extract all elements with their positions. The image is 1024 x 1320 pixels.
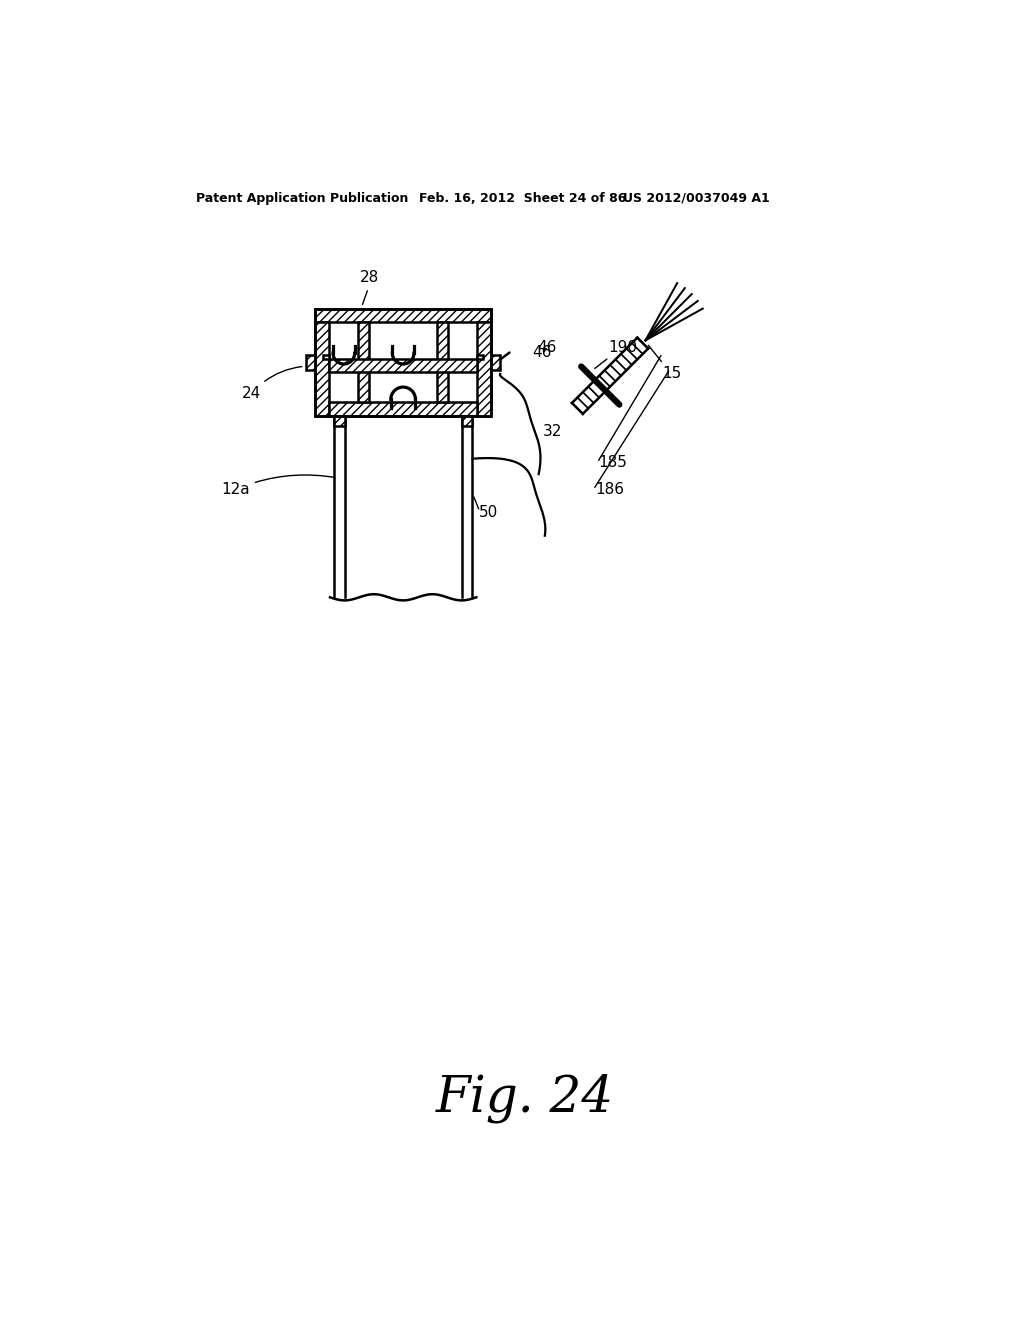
Bar — [330, 322, 358, 359]
Text: Patent Application Publication: Patent Application Publication — [196, 191, 409, 205]
Bar — [315, 309, 490, 416]
Bar — [477, 355, 483, 359]
Bar — [358, 322, 370, 403]
Bar — [370, 322, 437, 359]
Bar — [462, 416, 472, 425]
Text: 185: 185 — [599, 455, 628, 470]
Text: 46: 46 — [538, 339, 556, 355]
Text: 15: 15 — [648, 346, 681, 381]
Bar — [330, 372, 477, 403]
Text: Fig. 24: Fig. 24 — [435, 1073, 614, 1122]
Text: 50: 50 — [478, 506, 498, 520]
Text: US 2012/0037049 A1: US 2012/0037049 A1 — [624, 191, 770, 205]
Text: 28: 28 — [359, 271, 379, 305]
Bar — [306, 355, 315, 370]
Text: 190: 190 — [595, 339, 637, 368]
Bar — [437, 322, 447, 403]
Bar — [330, 359, 477, 372]
Text: 12a: 12a — [221, 475, 335, 498]
Bar — [315, 309, 490, 322]
Text: 46: 46 — [532, 345, 552, 360]
Bar — [490, 355, 500, 370]
Bar — [323, 355, 330, 359]
Bar — [315, 322, 330, 416]
Bar — [477, 322, 490, 416]
Bar — [447, 322, 477, 359]
Bar — [330, 403, 477, 416]
Text: 32: 32 — [543, 424, 562, 440]
Text: 24: 24 — [243, 367, 302, 401]
Text: 186: 186 — [595, 482, 624, 498]
Text: Feb. 16, 2012  Sheet 24 of 86: Feb. 16, 2012 Sheet 24 of 86 — [419, 191, 627, 205]
Bar — [334, 416, 345, 425]
